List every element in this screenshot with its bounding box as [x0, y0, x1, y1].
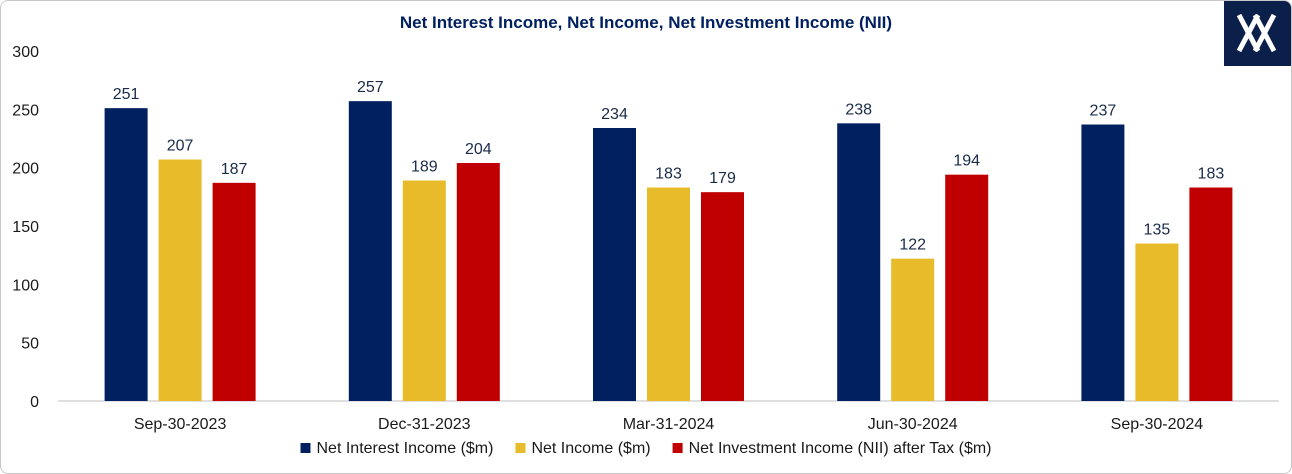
bars — [104, 101, 1233, 402]
data-label: 257 — [357, 79, 384, 96]
x-tick-label: Sep-30-2023 — [134, 416, 227, 433]
data-label: 207 — [167, 138, 194, 155]
data-label: 204 — [465, 141, 492, 158]
y-tick-label: 250 — [12, 102, 39, 119]
data-label: 189 — [411, 159, 438, 176]
bar-net-income-m-mar-31-2024 — [647, 187, 690, 401]
y-tick-label: 0 — [30, 394, 39, 411]
y-tick-label: 300 — [12, 44, 39, 61]
bar-net-investment-income-nii-after-tax-m-mar-31-2024 — [701, 192, 744, 401]
bar-net-income-m-dec-31-2023 — [402, 180, 446, 401]
data-label: 251 — [113, 86, 140, 103]
y-tick-label: 50 — [21, 336, 39, 353]
y-tick-label: 100 — [12, 277, 39, 294]
x-tick-label: Jun-30-2024 — [868, 416, 958, 433]
x-tick-label: Dec-31-2023 — [378, 416, 471, 433]
bar-net-interest-income-m-dec-31-2023 — [348, 101, 392, 402]
bar-net-investment-income-nii-after-tax-m-sep-30-2024 — [1189, 187, 1233, 401]
data-label: 234 — [601, 106, 628, 123]
data-label: 183 — [655, 166, 682, 183]
data-label: 238 — [845, 101, 872, 118]
x-logo-icon — [1224, 1, 1291, 66]
data-label: 194 — [953, 153, 980, 170]
legend-swatch — [300, 443, 311, 453]
data-label: 183 — [1198, 166, 1225, 183]
data-label: 122 — [899, 237, 926, 254]
data-label: 135 — [1144, 222, 1171, 239]
y-tick-label: 200 — [12, 161, 39, 178]
bar-net-investment-income-nii-after-tax-m-sep-30-2023 — [212, 182, 256, 401]
legend-label: Net Investment Income (NII) after Tax ($… — [689, 440, 992, 457]
y-axis-ticks: 0 50 100 150 200 250 300 — [12, 44, 39, 411]
legend-swatch — [515, 443, 526, 453]
bar-net-investment-income-nii-after-tax-m-jun-30-2024 — [945, 174, 989, 401]
bar-net-interest-income-m-sep-30-2024 — [1081, 124, 1125, 401]
data-label: 179 — [709, 170, 736, 187]
bar-net-interest-income-m-sep-30-2023 — [104, 108, 148, 402]
chart-title: Net Interest Income, Net Income, Net Inv… — [400, 13, 892, 32]
x-tick-label: Sep-30-2024 — [1111, 416, 1204, 433]
legend-label: Net Interest Income ($m) — [317, 440, 494, 457]
legend-swatch — [672, 443, 683, 453]
data-label: 187 — [221, 161, 248, 178]
x-tick-label: Mar-31-2024 — [623, 416, 715, 433]
legend: Net Interest Income ($m) Net Income ($m) N… — [300, 440, 992, 457]
legend-label: Net Income ($m) — [531, 440, 650, 457]
bar-net-interest-income-m-mar-31-2024 — [593, 128, 636, 401]
data-label: 237 — [1090, 103, 1117, 120]
bar-net-interest-income-m-jun-30-2024 — [837, 123, 881, 401]
y-tick-label: 150 — [12, 219, 39, 236]
value-labels: 251 207 187 257 189 204 234 183 179 238 122 194 237 1… — [113, 79, 1225, 254]
bar-net-investment-income-nii-after-tax-m-dec-31-2023 — [456, 163, 500, 401]
bar-net-income-m-jun-30-2024 — [891, 258, 935, 401]
bar-net-income-m-sep-30-2024 — [1135, 243, 1179, 401]
bar-net-income-m-sep-30-2023 — [158, 159, 202, 401]
category-labels: Sep-30-2023 Dec-31-2023 Mar-31-2024 Jun-30-… — [134, 416, 1203, 433]
